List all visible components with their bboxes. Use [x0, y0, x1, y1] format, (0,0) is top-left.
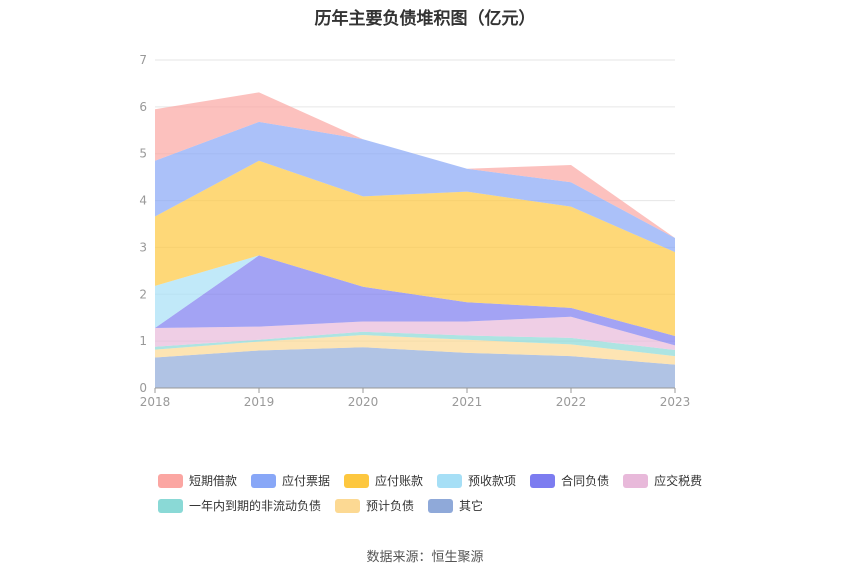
legend-label: 应付票据 [282, 474, 331, 488]
stacked-area-chart: 0 1 2 3 4 5 6 7 2018 2019 2020 2021 2022 2023 [139, 53, 691, 409]
legend-item[interactable]: 短期借款 [158, 472, 237, 489]
x-axis [154, 387, 676, 393]
area-应付账款 [155, 160, 675, 336]
legend-label: 短期借款 [189, 474, 238, 488]
y-tick-label: 4 [139, 194, 147, 208]
x-tick-label: 2022 [556, 395, 587, 409]
legend-item[interactable]: 应付账款 [344, 472, 423, 489]
legend-item[interactable]: 其它 [428, 497, 483, 514]
y-tick-label: 0 [139, 381, 147, 395]
legend-item[interactable]: 预计负债 [335, 497, 414, 514]
chart-title: 历年主要负债堆积图（亿元） [314, 9, 536, 29]
legend-swatch [530, 473, 556, 488]
area-一年内到期的非流动负债 [155, 331, 675, 357]
legend-item[interactable]: 应付票据 [251, 472, 330, 489]
x-tick-label: 2021 [452, 395, 483, 409]
y-tick-label: 7 [139, 53, 147, 67]
area-其它 [155, 347, 675, 388]
legend-label: 其它 [459, 499, 484, 513]
legend-swatch [623, 473, 649, 488]
area-合同负债 [155, 255, 675, 346]
legend-item[interactable]: 应交税费 [623, 472, 702, 489]
y-tick-label: 1 [139, 334, 147, 348]
area-应付票据 [155, 121, 675, 253]
legend-label: 应交税费 [654, 474, 703, 488]
area-series-layer [155, 92, 675, 388]
y-tick-label: 2 [139, 287, 147, 301]
legend-swatch [158, 473, 183, 488]
area-预计负债 [155, 335, 675, 365]
legend-item[interactable]: 一年内到期的非流动负债 [158, 497, 321, 514]
x-tick-label: 2018 [140, 395, 171, 409]
source-note: 数据来源：恒生聚源 [366, 550, 484, 565]
x-axis-ticks: 2018 2019 2020 2021 2022 2023 [140, 395, 691, 409]
area-短期借款 [155, 92, 675, 239]
legend: 短期借款 应付票据 应付账款 预收款项 合同负债 应交税费一年内到期的非流动负债 预计负债 其… [158, 472, 718, 522]
legend-item[interactable]: 合同负债 [530, 472, 609, 489]
y-axis-ticks: 0 1 2 3 4 5 6 7 [139, 53, 147, 395]
legend-label: 预收款项 [468, 474, 517, 488]
legend-label: 一年内到期的非流动负债 [189, 499, 322, 513]
y-tick-label: 6 [139, 100, 147, 114]
x-tick-label: 2023 [660, 395, 691, 409]
legend-label: 应付账款 [375, 474, 424, 488]
legend-swatch [335, 498, 361, 513]
x-tick-label: 2019 [244, 395, 275, 409]
area-应交税费 [155, 316, 675, 351]
legend-swatch [158, 498, 183, 513]
legend-item[interactable]: 预收款项 [437, 472, 516, 489]
legend-swatch [251, 473, 277, 488]
x-tick-label: 2020 [348, 395, 379, 409]
legend-swatch [344, 473, 370, 488]
legend-label: 合同负债 [561, 474, 610, 488]
legend-swatch [428, 498, 454, 513]
y-tick-label: 3 [139, 240, 147, 254]
y-tick-label: 5 [139, 147, 147, 161]
legend-label: 预计负债 [366, 499, 415, 513]
legend-swatch [437, 473, 463, 488]
